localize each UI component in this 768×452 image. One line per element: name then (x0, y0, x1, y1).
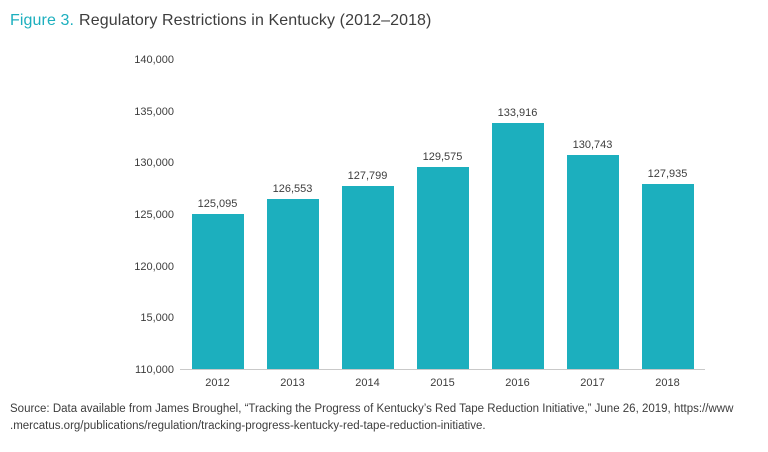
x-tick-label: 2017 (580, 377, 605, 389)
bar (416, 167, 469, 369)
figure-number-label: Figure 3. (10, 12, 75, 29)
source-note: Source: Data available from James Brough… (10, 401, 762, 434)
x-tick-label: 2018 (655, 377, 680, 389)
bar-slot: 125,095 (180, 60, 255, 369)
x-tick-label: 2013 (280, 377, 305, 389)
bar-value-label: 125,095 (197, 197, 238, 210)
bar (266, 198, 319, 369)
bar-slot: 133,916 (480, 60, 555, 369)
bar-slot: 129,575 (405, 60, 480, 369)
bar (566, 155, 619, 369)
bar-value-label: 129,575 (422, 151, 463, 164)
bar-slot: 127,935 (630, 60, 705, 369)
bar (191, 213, 244, 369)
page-title: Figure 3. Regulatory Restrictions in Kent… (10, 12, 432, 30)
y-tick-label: 110,000 (135, 364, 174, 376)
bar-value-label: 126,553 (272, 182, 313, 195)
x-tick-label: 2016 (505, 377, 530, 389)
bar-slot: 126,553 (255, 60, 330, 369)
bar-value-label: 127,935 (647, 168, 688, 181)
bar-slot: 130,743 (555, 60, 630, 369)
x-tick-label: 2015 (430, 377, 455, 389)
x-tick-label: 2014 (355, 377, 380, 389)
plot-area: 125,095 126,553 127,799 129,575 133,916 130,7… (180, 60, 705, 370)
y-tick-label: 120,000 (134, 260, 174, 273)
bar-value-label: 127,799 (347, 169, 388, 182)
bar-value-label: 130,743 (572, 139, 613, 152)
y-tick-label: 15,000 (140, 312, 174, 325)
source-line-2: .mercatus.org/publications/regulation/tr… (10, 419, 486, 432)
y-axis: 140,000 135,000 130,000 125,000 120,000 15,00… (112, 54, 174, 376)
y-tick-label: 130,000 (134, 157, 174, 170)
y-tick-label: 125,000 (134, 209, 174, 221)
bar-slot: 127,799 (330, 60, 405, 369)
figure-title-text: Regulatory Restrictions in Kentucky (201… (79, 12, 432, 29)
bar (641, 184, 694, 369)
x-tick-label: 2012 (205, 377, 230, 389)
bar (341, 185, 394, 369)
y-tick-label: 140,000 (134, 54, 174, 66)
x-axis: 2012 2013 2014 2015 2016 2017 2018 (180, 377, 705, 389)
bar-value-label: 133,916 (497, 106, 538, 119)
y-tick-label: 135,000 (134, 105, 174, 118)
source-line-1: Source: Data available from James Brough… (10, 403, 734, 415)
bar (491, 122, 544, 369)
